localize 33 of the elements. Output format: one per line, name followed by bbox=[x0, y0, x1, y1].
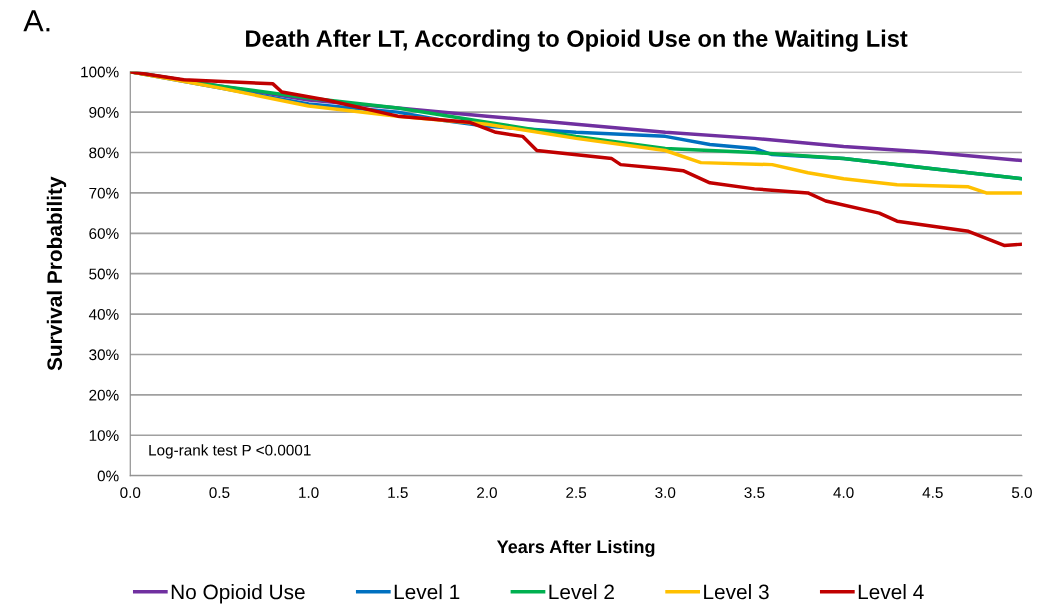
x-tick-label: 2.0 bbox=[477, 487, 497, 499]
y-tick-label: 20% bbox=[89, 389, 119, 401]
legend-label: No Opioid Use bbox=[171, 584, 305, 604]
y-tick-label: 50% bbox=[89, 268, 119, 280]
y-tick-label: 10% bbox=[89, 430, 119, 441]
line-series bbox=[130, 71, 1022, 248]
text: A. bbox=[23, 10, 50, 32]
y-tick-label: 90% bbox=[89, 106, 119, 118]
x-tick-label: 2.5 bbox=[566, 487, 587, 499]
y-tick-label: 80% bbox=[89, 147, 119, 159]
x-axis-title: Years After Listing bbox=[496, 539, 655, 557]
annotation: Log-rank test P <0.0001 bbox=[149, 444, 311, 459]
y-tick-label: 40% bbox=[88, 308, 119, 320]
y-tick-label: 100% bbox=[81, 66, 119, 78]
x-tick-label: 0.0 bbox=[120, 487, 141, 499]
x-tick-label: 1.5 bbox=[388, 487, 408, 499]
x-tick-label: 3.0 bbox=[655, 487, 676, 499]
x-tick-label: 4.0 bbox=[833, 487, 854, 499]
legend-label: Level 2 bbox=[549, 584, 614, 600]
x-tick-label: 5.0 bbox=[1011, 487, 1032, 499]
x-tick-label: 1.0 bbox=[299, 487, 319, 499]
y-axis-title: Survival Probability bbox=[46, 176, 67, 371]
legend-label: Level 4 bbox=[858, 584, 924, 600]
legend-label: Level 1 bbox=[394, 584, 460, 600]
y-tick-label: 0% bbox=[97, 470, 119, 482]
legend-label: Level 3 bbox=[704, 584, 769, 600]
x-tick-label: 4.5 bbox=[922, 487, 943, 499]
y-tick-label: 30% bbox=[89, 349, 119, 361]
y-tick-label: 70% bbox=[89, 187, 119, 199]
y-tick-label: 60% bbox=[89, 228, 119, 239]
x-tick-label: 3.5 bbox=[744, 487, 765, 499]
chart-title: Death After LT, According to Opioid Use on the Waiting List bbox=[246, 29, 908, 52]
x-tick-label: 0.5 bbox=[209, 487, 230, 499]
